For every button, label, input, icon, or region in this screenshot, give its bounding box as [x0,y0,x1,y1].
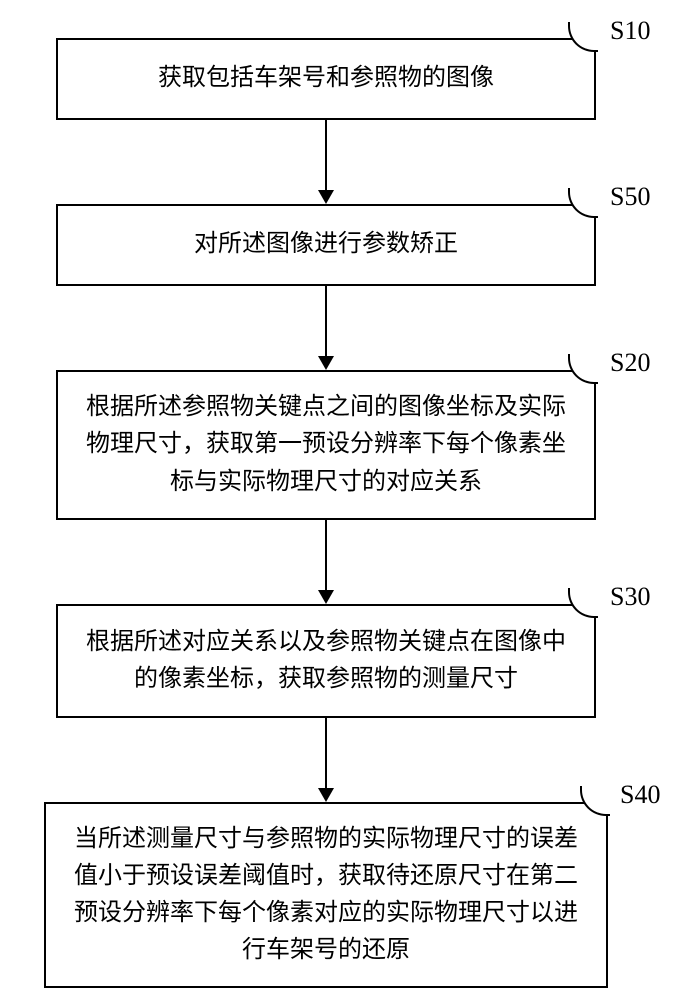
arrow-line [325,718,327,790]
arrow-line [325,286,327,358]
step-label-s40: S40 [620,780,660,810]
flow-node-text: 当所述测量尺寸与参照物的实际物理尺寸的误差值小于预设误差阈值时，获取待还原尺寸在… [64,821,588,970]
arrow-head-icon [318,190,334,204]
arrow-line [325,120,327,192]
step-label-s50: S50 [610,182,650,212]
flow-node-text: 根据所述对应关系以及参照物关键点在图像中的像素坐标，获取参照物的测量尺寸 [76,624,576,698]
arrow-head-icon [318,788,334,802]
arrow-head-icon [318,356,334,370]
flow-node-text: 获取包括车架号和参照物的图像 [158,60,494,97]
flow-node-s50: 对所述图像进行参数矫正 [56,204,596,286]
flow-node-s10: 获取包括车架号和参照物的图像 [56,38,596,120]
flow-node-text: 对所述图像进行参数矫正 [194,226,458,263]
flowchart-canvas: 获取包括车架号和参照物的图像 S10 对所述图像进行参数矫正 S50 根据所述参照物关键… [0,0,697,1000]
arrow-head-icon [318,590,334,604]
step-label-s30: S30 [610,582,650,612]
flow-node-s20: 根据所述参照物关键点之间的图像坐标及实际物理尺寸，获取第一预设分辨率下每个像素坐… [56,370,596,520]
flow-node-s30: 根据所述对应关系以及参照物关键点在图像中的像素坐标，获取参照物的测量尺寸 [56,604,596,718]
step-label-s10: S10 [610,16,650,46]
flow-node-s40: 当所述测量尺寸与参照物的实际物理尺寸的误差值小于预设误差阈值时，获取待还原尺寸在… [44,802,608,988]
arrow-line [325,520,327,592]
step-label-s20: S20 [610,348,650,378]
flow-node-text: 根据所述参照物关键点之间的图像坐标及实际物理尺寸，获取第一预设分辨率下每个像素坐… [76,389,576,501]
